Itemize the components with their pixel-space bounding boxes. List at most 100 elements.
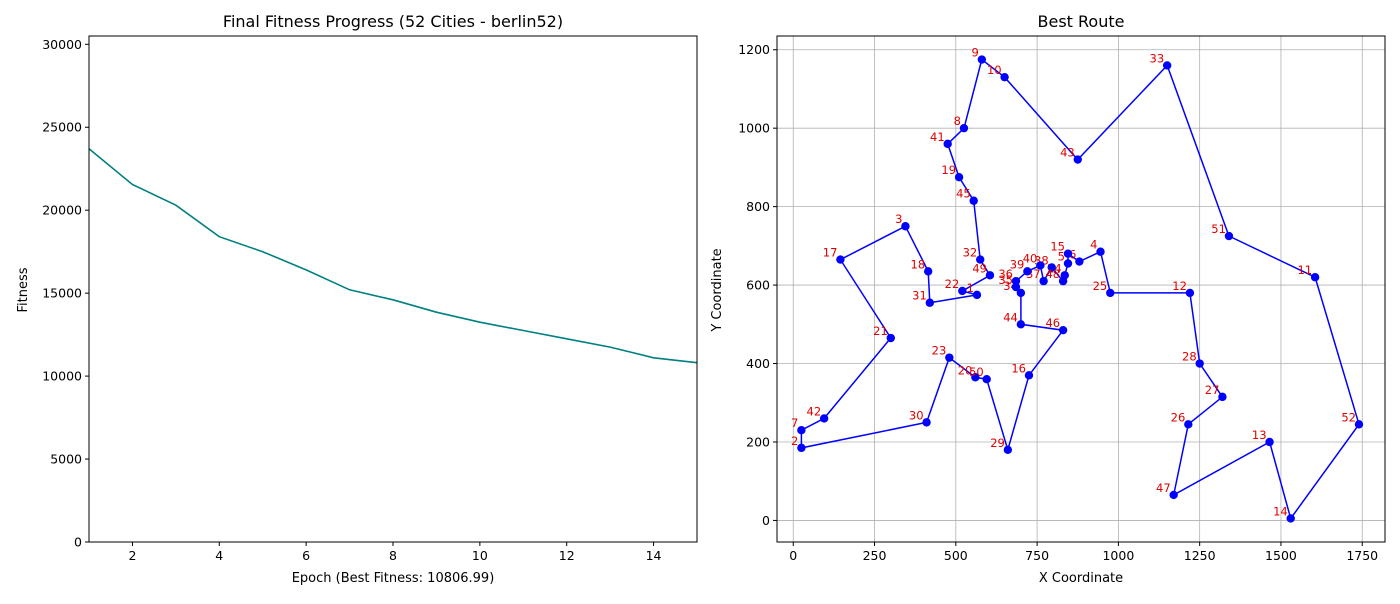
city-label: 7 — [791, 416, 798, 430]
city-label: 12 — [1172, 279, 1187, 293]
city-marker — [943, 139, 952, 149]
city-marker — [1169, 490, 1178, 500]
city-label: 51 — [1211, 222, 1226, 236]
route-x-tick-label: 0 — [789, 548, 797, 563]
fitness-y-tick-label: 20000 — [42, 203, 82, 218]
fitness-plot-area: 2 4 6 8 10 12 14 0 5000 10000 15000 20000 25000 30000 — [42, 37, 698, 563]
city-label: 25 — [1093, 279, 1108, 293]
city-marker — [1073, 155, 1082, 164]
city-marker — [1224, 231, 1234, 241]
fitness-x-tick-label: 12 — [559, 548, 575, 563]
route-x-tick-label: 250 — [863, 548, 887, 563]
route-plot-area: 0 250 500 750 1000 1250 1500 175002004006008001… — [738, 36, 1385, 563]
city-marker — [971, 373, 980, 382]
route-x-axis-label: X Coordinate — [1039, 571, 1123, 586]
fitness-y-tick-label: 25000 — [42, 120, 82, 135]
city-marker — [1354, 420, 1364, 429]
city-label: 2 — [791, 434, 798, 448]
fitness-x-tick-label: 2 — [128, 548, 136, 563]
city-label: 16 — [1011, 361, 1026, 375]
city-marker — [1058, 325, 1068, 335]
city-marker — [819, 414, 829, 423]
city-marker — [1218, 392, 1227, 402]
city-label: 1 — [967, 281, 974, 295]
city-marker — [982, 375, 991, 384]
city-label: 17 — [823, 246, 838, 260]
city-marker — [901, 222, 910, 231]
city-marker — [1039, 276, 1048, 286]
fitness-x-tick-label: 4 — [215, 548, 223, 563]
city-label: 9 — [972, 46, 979, 60]
fitness-x-tick-label: 10 — [472, 548, 488, 563]
fitness-plot-frame — [88, 35, 698, 543]
city-label: 22 — [945, 277, 960, 291]
city-label: 28 — [1182, 350, 1197, 364]
city-marker — [1310, 273, 1320, 282]
city-label: 43 — [1060, 146, 1075, 160]
city-label: 4 — [1090, 238, 1097, 252]
city-label: 5 — [1058, 250, 1065, 264]
city-marker — [886, 333, 895, 343]
fitness-y-tick-label: 5000 — [50, 452, 82, 467]
route-x-tick-label: 500 — [944, 548, 968, 563]
city-label: 52 — [1341, 410, 1356, 424]
city-marker — [1011, 282, 1021, 292]
city-marker — [976, 255, 985, 264]
city-marker — [1003, 445, 1013, 455]
city-label: 18 — [911, 257, 926, 271]
route-y-tick-label: 1200 — [738, 42, 770, 57]
city-marker — [1286, 514, 1295, 523]
city-label: 46 — [1045, 316, 1060, 330]
city-label: 49 — [972, 261, 987, 275]
city-marker — [954, 173, 964, 182]
city-marker — [922, 418, 931, 427]
route-y-tick-label: 200 — [746, 434, 770, 449]
city-label: 33 — [1150, 51, 1165, 65]
fitness-x-axis-label: Epoch (Best Fitness: 10806.99) — [292, 571, 495, 586]
fitness-y-tick-label: 10000 — [42, 369, 82, 384]
city-label: 41 — [930, 130, 945, 144]
city-label: 36 — [998, 267, 1013, 281]
fitness-y-tick-label: 0 — [74, 535, 82, 550]
city-label: 31 — [912, 289, 927, 303]
city-label: 26 — [1171, 410, 1186, 424]
city-marker — [1011, 276, 1021, 286]
city-marker — [797, 426, 806, 435]
fitness-x-tick-label: 6 — [302, 548, 310, 563]
fitness-x-tick-label: 14 — [646, 548, 662, 563]
city-label: 27 — [1205, 383, 1220, 397]
city-label: 29 — [990, 436, 1005, 450]
route-x-tick-label: 750 — [1025, 548, 1049, 563]
city-marker — [1195, 359, 1204, 368]
city-label: 21 — [873, 324, 888, 338]
route-plot-frame — [776, 35, 1386, 543]
city-marker — [836, 255, 845, 264]
fitness-y-tick-label: 30000 — [42, 37, 82, 52]
fitness-x-tick-label: 8 — [389, 548, 397, 563]
route-x-tick-label: 1250 — [1184, 548, 1216, 563]
route-x-tick-label: 1000 — [1102, 548, 1134, 563]
city-label: 48 — [1045, 267, 1060, 281]
city-marker — [1106, 288, 1115, 298]
city-label: 50 — [969, 365, 984, 379]
route-y-tick-label: 0 — [762, 513, 770, 528]
city-label: 15 — [1050, 240, 1065, 254]
fitness-chart-title: Final Fitness Progress (52 Cities - berl… — [223, 12, 563, 31]
city-label: 32 — [963, 246, 978, 260]
city-marker — [1063, 249, 1073, 258]
city-label: 20 — [958, 363, 973, 377]
city-marker — [1036, 261, 1045, 270]
city-label: 11 — [1297, 263, 1312, 277]
city-label: 45 — [956, 187, 971, 201]
fitness-y-tick-label: 15000 — [42, 286, 82, 301]
city-label: 14 — [1273, 504, 1288, 518]
city-label: 30 — [909, 408, 924, 422]
fitness-chart-panel: Final Fitness Progress (52 Cities - berl… — [16, 12, 698, 586]
city-label: 23 — [932, 344, 947, 358]
city-label: 8 — [954, 114, 961, 128]
city-marker — [959, 123, 969, 133]
route-chart-title: Best Route — [1038, 12, 1125, 31]
city-marker — [1075, 257, 1084, 266]
route-y-axis-label: Y Coordinate — [710, 248, 725, 332]
